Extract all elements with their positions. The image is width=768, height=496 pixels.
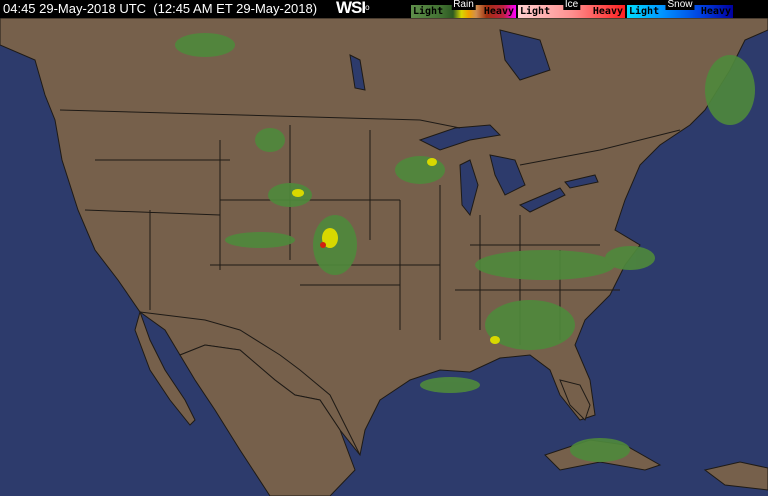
heavy-rain-kansas: [320, 242, 326, 248]
landmass: [0, 18, 768, 496]
north-america-land: [0, 18, 768, 457]
lake-huron: [489, 154, 526, 196]
lake-michigan: [459, 159, 479, 217]
legend-rain-title: Rain: [451, 0, 476, 10]
baja-peninsula: [134, 310, 196, 426]
header-bar: 04:45 29-May-2018 UTC (12:45 AM ET 29-Ma…: [0, 0, 768, 18]
legend-ice-heavy: Heavy: [592, 6, 623, 17]
hudson-bay-inlet: [499, 29, 551, 81]
moderate-rain-wisconsin: [427, 158, 437, 166]
legend-snow-light: Light: [629, 6, 660, 17]
legend-rain-light: Light: [413, 6, 444, 17]
us-canada-border: [59, 109, 681, 166]
moderate-rain-kansas: [322, 228, 338, 248]
rain-area-colorado: [225, 232, 295, 248]
hispaniola: [703, 461, 768, 491]
legend-snow-heavy: Heavy: [700, 6, 731, 17]
us-mexico-border: [139, 311, 361, 456]
rain-area-montana: [255, 128, 285, 152]
lake-erie: [518, 187, 566, 213]
rain-area-wisconsin: [395, 156, 445, 184]
state-lines: [84, 125, 620, 345]
florida: [559, 379, 591, 421]
legend-ice: Light Ice Heavy: [518, 0, 625, 18]
legend-rain: Light Rain Heavy: [411, 0, 516, 18]
timestamp: 04:45 29-May-2018 UTC (12:45 AM ET 29-Ma…: [3, 1, 318, 16]
rain-area-gulf: [420, 377, 480, 393]
wsi-logo: WSIo: [336, 0, 370, 17]
rain-area-quebec: [705, 55, 755, 125]
mexico-mainland: [179, 344, 356, 496]
legend-snow: Light Snow Heavy: [627, 0, 733, 18]
rain-area-southeast: [475, 250, 615, 280]
rain-area-georgia: [485, 300, 575, 350]
rain-area-wyoming: [268, 183, 312, 207]
rain-area-cuba: [570, 438, 630, 462]
lake-winnipeg: [349, 54, 366, 91]
rain-area-alberta: [175, 33, 235, 57]
precipitation: [175, 33, 755, 462]
rain-area-north-carolina: [605, 246, 655, 270]
legend-rain-heavy: Heavy: [483, 6, 514, 17]
moderate-rain-wyoming: [292, 189, 304, 197]
moderate-rain-alabama: [490, 336, 500, 344]
legend-snow-title: Snow: [665, 0, 695, 10]
legend-ice-light: Light: [520, 6, 551, 17]
lake-superior: [418, 124, 502, 151]
borders: [59, 109, 681, 456]
lake-ontario: [564, 174, 599, 189]
map-canvas: [0, 18, 768, 496]
great-lakes: [349, 29, 599, 217]
legend-ice-title: Ice: [562, 0, 581, 10]
